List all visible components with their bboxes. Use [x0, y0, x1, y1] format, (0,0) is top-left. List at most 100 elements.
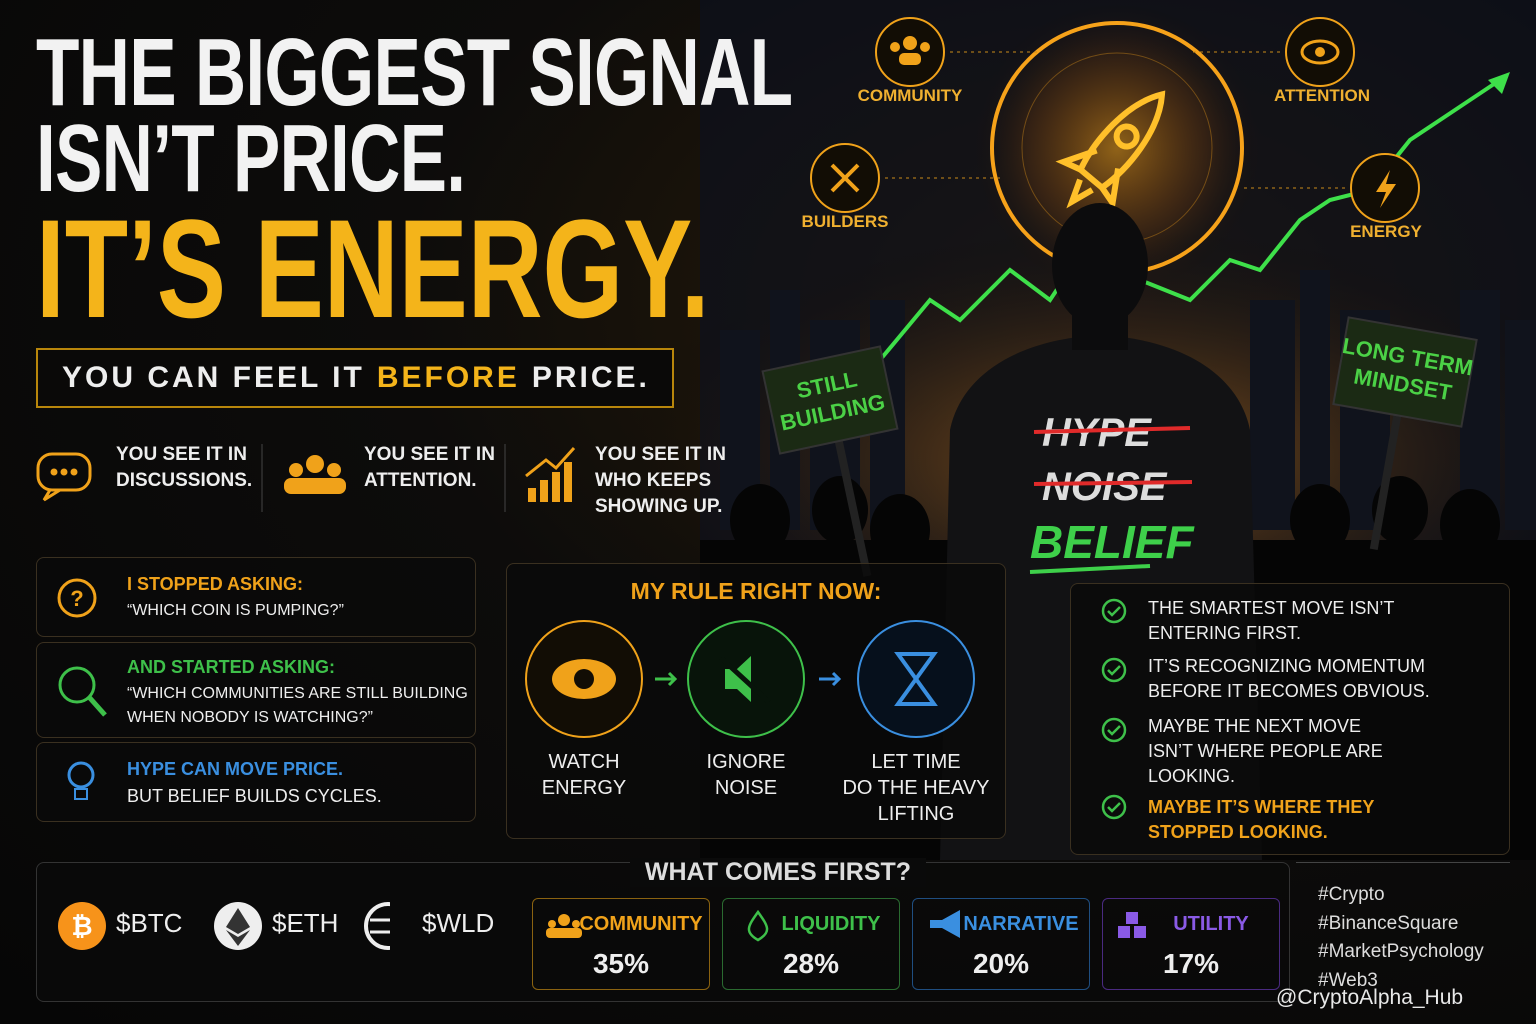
- insight-line: THE SMARTEST MOVE ISN’T: [1148, 598, 1395, 618]
- question-line: “WHICH COIN IS PUMPING?”: [127, 602, 344, 619]
- item-name: LIQUIDITY: [781, 913, 881, 935]
- decoration: ₿: [71, 911, 92, 941]
- decoration: [1126, 912, 1138, 924]
- decoration: [87, 695, 107, 717]
- decoration: [1076, 90, 1166, 192]
- decoration: [548, 920, 556, 928]
- step-line: ENERGY: [541, 777, 627, 799]
- headline: ISN’T PRICE.: [36, 105, 466, 212]
- decoration: [930, 910, 960, 938]
- insight-line: IT’S RECOGNIZING MOMENTUM: [1148, 656, 1425, 676]
- question-card: ? I STOPPED ASKING: “WHICH COIN IS PUMPIN…: [36, 557, 476, 637]
- decoration: [284, 478, 346, 494]
- insight-line: LOOKING.: [1148, 766, 1236, 786]
- decoration: [1113, 123, 1140, 150]
- insight-line: ENTERING FIRST.: [1148, 623, 1302, 643]
- question-icon: ?: [57, 578, 97, 618]
- insight-line: BEFORE IT BECOMES OBVIOUS.: [1148, 681, 1430, 701]
- step-line: LET TIME: [871, 751, 961, 773]
- growth-arrow: [1488, 72, 1510, 94]
- decoration: [42, 488, 61, 502]
- decoration: [546, 914, 582, 938]
- rule-step: LET TIME DO THE HEAVY LIFTING: [831, 749, 1001, 827]
- icon-label: ENERGY: [1350, 222, 1422, 241]
- decoration: [1066, 178, 1094, 209]
- hourglass-icon: [894, 652, 938, 706]
- wld-icon: [364, 902, 390, 950]
- decoration: [1290, 484, 1350, 556]
- pupil: [574, 669, 594, 689]
- decoration: [1052, 203, 1148, 327]
- decoration: [525, 446, 576, 478]
- decoration: I STOPPED ASKING: “WHICH COIN IS PUMPING?…: [127, 574, 344, 623]
- step-line: IGNORE: [706, 751, 786, 773]
- decoration: [1107, 725, 1121, 736]
- icon-label: COMMUNITY: [858, 86, 963, 105]
- insight: IT’S RECOGNIZING MOMENTUM BEFORE IT BECOM…: [1148, 654, 1430, 704]
- step-line: LIFTING: [877, 803, 955, 825]
- insight-line: ISN’T WHERE PEOPLE ARE: [1148, 741, 1383, 761]
- decoration: [1300, 39, 1340, 65]
- decoration: [1369, 412, 1402, 550]
- signal-line: SHOWING UP.: [595, 496, 723, 517]
- first-title: WHAT COMES FIRST?: [630, 858, 926, 887]
- decoration: [564, 462, 572, 502]
- insight-line: STOPPED LOOKING.: [1148, 822, 1328, 842]
- underline: [1029, 564, 1151, 574]
- signal-line: YOU SEE IT IN: [116, 444, 247, 465]
- insight-line: MAYBE THE NEXT MOVE: [1148, 716, 1362, 736]
- tagline-text: YOU CAN FEEL IT: [62, 361, 365, 394]
- decoration: [1107, 606, 1121, 617]
- mute-icon: [719, 656, 771, 704]
- decoration: [572, 920, 580, 928]
- decoration: [1118, 912, 1146, 938]
- decoration: [730, 484, 790, 556]
- sign: LONG TERM MINDSET: [1332, 316, 1478, 550]
- insight-line: MAYBE IT’S WHERE THEY: [1148, 797, 1375, 817]
- rule-line: [1296, 862, 1510, 863]
- decoration: [540, 480, 548, 502]
- decoration: [67, 761, 95, 789]
- tagline-highlight: BEFORE: [376, 361, 520, 394]
- decoration: [57, 578, 97, 618]
- decoration: [747, 909, 769, 942]
- decoration: [1101, 717, 1127, 743]
- hashtag: #MarketPsychology: [1318, 941, 1484, 962]
- coin-ticker: $BTC: [116, 908, 183, 938]
- growth-icon: [525, 446, 576, 502]
- decoration: [226, 908, 250, 934]
- decoration: [327, 463, 341, 477]
- decoration: [1101, 598, 1127, 624]
- decoration: [1250, 300, 1295, 530]
- decoration: [1107, 665, 1121, 676]
- decoration: [1107, 802, 1121, 813]
- question-card: HYPE CAN MOVE PRICE. BUT BELIEF BUILDS CY…: [36, 742, 476, 822]
- question-heading: AND STARTED ASKING:: [127, 657, 335, 677]
- first-item: COMMUNITY 35%: [532, 898, 710, 990]
- first-item: LIQUIDITY 28%: [722, 898, 900, 990]
- item-value: 20%: [972, 948, 1030, 979]
- arrow: [819, 671, 842, 687]
- hoodie-words: HYPE NOISE BELIEF: [1029, 411, 1195, 574]
- decoration: [1134, 926, 1146, 938]
- decoration: [920, 42, 930, 52]
- watermark: @CryptoAlpha_Hub: [1276, 986, 1464, 1009]
- rule-step: WATCH ENERGY: [499, 749, 669, 801]
- hashtag: #Crypto: [1318, 884, 1385, 905]
- item-name: COMMUNITY: [579, 913, 703, 935]
- builders-icon: [830, 163, 860, 193]
- decoration: [306, 455, 324, 473]
- decoration: ?: [70, 586, 83, 611]
- decoration: [761, 345, 899, 455]
- hero-icons: COMMUNITY ATTENTION BUILDERS ENERGY: [802, 17, 1423, 241]
- rule-title: MY RULE RIGHT NOW:: [630, 578, 882, 604]
- energy-icon: [1376, 170, 1396, 208]
- item-value: 17%: [1162, 948, 1220, 979]
- signal-icons: [36, 444, 576, 512]
- rocket: [1055, 90, 1166, 211]
- item-name: UTILITY: [1173, 913, 1249, 935]
- insight: MAYBE IT’S WHERE THEY STOPPED LOOKING.: [1148, 795, 1374, 845]
- decoration: [1118, 926, 1130, 938]
- question-card: AND STARTED ASKING: “WHICH COMMUNITIES AR…: [36, 642, 476, 738]
